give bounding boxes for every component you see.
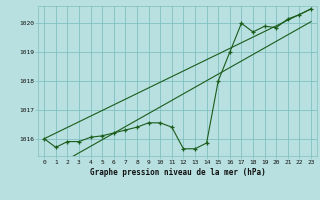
X-axis label: Graphe pression niveau de la mer (hPa): Graphe pression niveau de la mer (hPa): [90, 168, 266, 177]
